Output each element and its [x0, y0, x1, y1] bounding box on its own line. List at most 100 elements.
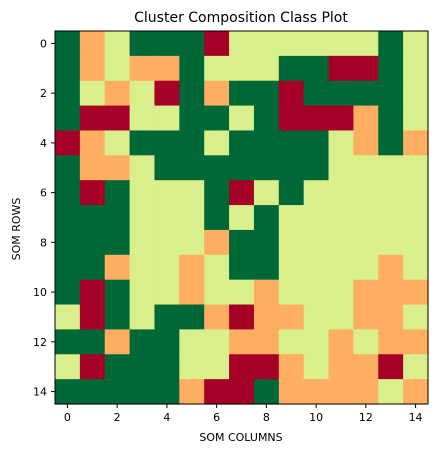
heatmap-cell — [403, 379, 429, 405]
heatmap-cell — [328, 31, 354, 57]
y-tick-label: 6 — [40, 187, 47, 200]
heatmap-cell — [179, 254, 205, 281]
heatmap-cell — [179, 229, 205, 256]
heatmap-cell — [154, 379, 180, 405]
heatmap-cell — [204, 80, 230, 107]
heatmap-cell — [129, 31, 156, 57]
heatmap-cell — [253, 205, 280, 231]
heatmap-cell — [278, 279, 305, 306]
heatmap-cell — [328, 304, 354, 330]
heatmap-cell — [229, 279, 255, 306]
heatmap-cell — [303, 80, 330, 107]
heatmap-cell — [79, 329, 106, 355]
heatmap-cell — [55, 354, 81, 380]
heatmap-cell — [55, 80, 81, 107]
heatmap-cell — [378, 130, 404, 156]
heatmap-cell — [79, 254, 106, 281]
heatmap-cell — [378, 205, 404, 231]
heatmap-cell — [179, 354, 205, 380]
heatmap-cell — [278, 105, 305, 132]
heatmap-cell — [179, 180, 205, 206]
heatmap-cell — [55, 105, 81, 132]
heatmap-cell — [253, 80, 280, 107]
heatmap-cell — [328, 354, 354, 380]
heatmap-cell — [303, 329, 330, 355]
x-axis-ticks: 0 2 4 6 8 10 12 14 — [64, 404, 423, 424]
heatmap-cell — [79, 130, 106, 156]
heatmap-cell — [303, 205, 330, 231]
heatmap-cell — [403, 354, 429, 380]
heatmap-cell — [129, 55, 156, 82]
heatmap-cell — [353, 31, 379, 57]
heatmap-cell — [303, 304, 330, 330]
heatmap-cell — [104, 55, 131, 82]
heatmap-cell — [204, 205, 230, 231]
heatmap-cell — [303, 379, 330, 405]
heatmap-cell — [204, 304, 230, 330]
x-tick-label: 4 — [163, 411, 170, 424]
heatmap-cell — [79, 55, 106, 82]
heatmap-cell — [253, 279, 280, 306]
heatmap-cell — [154, 155, 180, 181]
heatmap-cell — [104, 130, 131, 156]
y-tick-label: 2 — [40, 87, 47, 100]
heatmap-cell — [378, 279, 404, 306]
heatmap-cell — [403, 180, 429, 206]
heatmap-cell — [303, 31, 330, 57]
heatmap-cell — [328, 229, 354, 256]
heatmap-cell — [179, 304, 205, 330]
heatmap-cell — [229, 105, 255, 132]
y-axis-label: SOM ROWS — [10, 198, 23, 261]
heatmap-cell — [229, 31, 255, 57]
heatmap-cell — [79, 304, 106, 330]
heatmap-cell — [129, 130, 156, 156]
heatmap-cell — [378, 254, 404, 281]
heatmap-cell — [328, 155, 354, 181]
heatmap-cell — [154, 105, 180, 132]
heatmap-cell — [204, 55, 230, 82]
heatmap-cell — [378, 379, 404, 405]
heatmap-cell — [328, 279, 354, 306]
heatmap-cell — [179, 55, 205, 82]
heatmap-cell — [229, 130, 255, 156]
heatmap-cell — [353, 80, 379, 107]
heatmap-cell — [104, 205, 131, 231]
heatmap-cell — [129, 205, 156, 231]
heatmap-cell — [253, 254, 280, 281]
heatmap-cell — [229, 180, 255, 206]
heatmap-cell — [303, 254, 330, 281]
heatmap-cell — [353, 304, 379, 330]
heatmap-cell — [403, 130, 429, 156]
heatmap-cell — [353, 329, 379, 355]
heatmap-cell — [278, 379, 305, 405]
heatmap-cell — [154, 329, 180, 355]
heatmap-cell — [129, 229, 156, 256]
heatmap-cell — [104, 304, 131, 330]
heatmap-cell — [253, 354, 280, 380]
heatmap-cell — [278, 180, 305, 206]
heatmap-cell — [353, 205, 379, 231]
heatmap-cell — [79, 31, 106, 57]
heatmap-cell — [129, 279, 156, 306]
heatmap-cell — [328, 55, 354, 82]
heatmap-cell — [55, 229, 81, 256]
heatmap-cell — [229, 229, 255, 256]
heatmap-cell — [204, 354, 230, 380]
heatmap-cell — [403, 304, 429, 330]
heatmap-cell — [204, 254, 230, 281]
heatmap-cell — [55, 304, 81, 330]
heatmap-cell — [253, 304, 280, 330]
heatmap-cell — [253, 329, 280, 355]
heatmap-cell — [353, 379, 379, 405]
heatmap-cell — [378, 329, 404, 355]
plot-frame — [54, 30, 429, 405]
heatmap-cell — [278, 205, 305, 231]
heatmap-cell — [278, 31, 305, 57]
x-tick-label: 2 — [114, 411, 121, 424]
heatmap-cell — [154, 304, 180, 330]
heatmap-cell — [104, 105, 131, 132]
x-tick-label: 10 — [309, 411, 323, 424]
heatmap-cell — [353, 254, 379, 281]
heatmap-cell — [154, 130, 180, 156]
